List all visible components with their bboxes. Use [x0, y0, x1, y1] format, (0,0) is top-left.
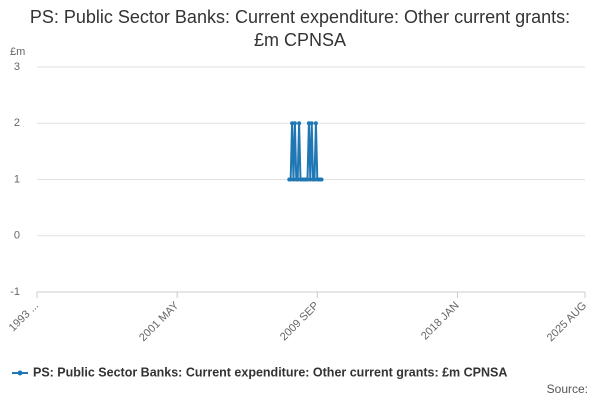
- data-point: [309, 121, 314, 126]
- y-tick-label: 2: [14, 117, 20, 129]
- data-point: [308, 177, 313, 182]
- x-tick-label: 1993 ...: [7, 300, 41, 334]
- legend-marker: [17, 370, 23, 376]
- data-point: [312, 177, 317, 182]
- data-point: [305, 177, 310, 182]
- series-line: [289, 123, 322, 181]
- y-tick-label: 1: [14, 173, 20, 185]
- data-point: [292, 121, 297, 126]
- data-point: [297, 121, 302, 126]
- y-unit: £m: [10, 46, 25, 58]
- y-tick-label: -1: [10, 286, 20, 298]
- data-point: [313, 121, 318, 126]
- data-point: [291, 177, 296, 182]
- data-point: [288, 177, 293, 182]
- x-tick-label: 2009 SEP: [278, 300, 322, 344]
- data-point: [306, 121, 311, 126]
- x-tick-label: 2025 AUG: [545, 300, 589, 344]
- x-tick-label: 2001 MAY: [137, 299, 182, 344]
- chart-title: PS: Public Sector Banks: Current expendi…: [29, 7, 571, 50]
- data-point: [295, 177, 300, 182]
- y-tick-label: 3: [14, 61, 20, 73]
- data-point: [290, 121, 295, 126]
- data-point: [319, 177, 324, 182]
- legend-label: PS: Public Sector Banks: Current expendi…: [33, 365, 507, 379]
- source: Source:: [547, 382, 588, 396]
- y-tick-label: 0: [14, 230, 20, 242]
- x-tick-label: 2018 JAN: [419, 300, 462, 343]
